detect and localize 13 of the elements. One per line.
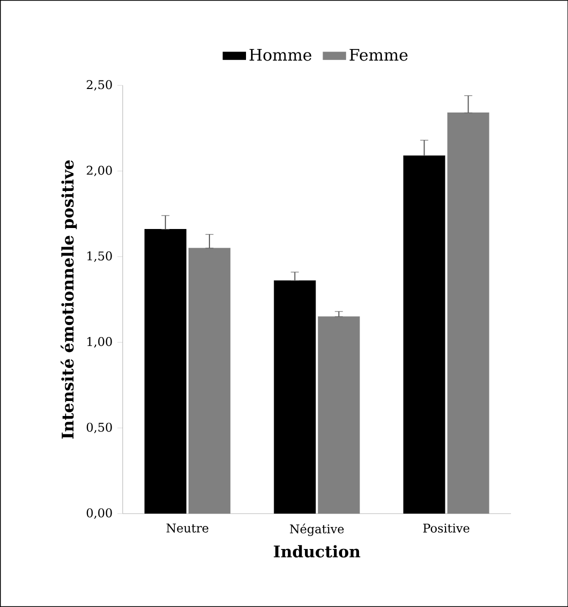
y-tick-label: 2,00 — [86, 166, 112, 176]
x-axis-title: Induction — [274, 545, 360, 558]
legend-label: Femme — [349, 48, 408, 61]
y-tick-label: 1,50 — [87, 251, 112, 262]
y-axis-title: Intensité émotionnelle positive — [60, 160, 77, 439]
y-tick-label: 0,50 — [86, 422, 112, 434]
x-tick-label: Neutre — [166, 524, 208, 533]
y-tick-label: 1,00 — [87, 337, 112, 348]
x-tick-label: Positive — [423, 524, 470, 533]
y-tick-label: 0,00 — [86, 508, 112, 519]
legend-label: Homme — [249, 48, 312, 61]
y-tick-label: 2,50 — [86, 80, 112, 91]
x-tick-label: Négative — [290, 524, 344, 536]
